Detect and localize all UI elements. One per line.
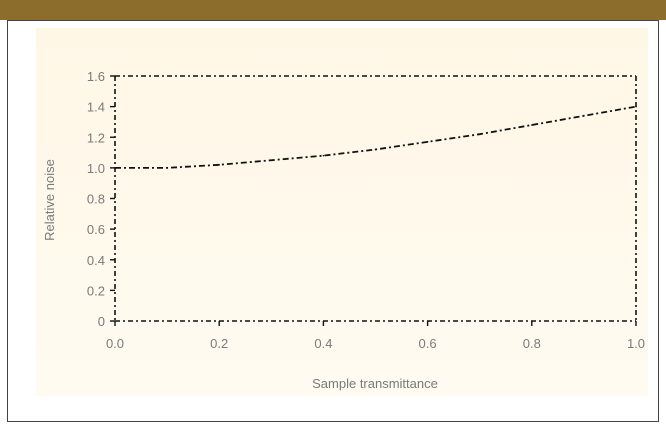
plot-axes: [114, 75, 637, 322]
x-tick-label: 0.0: [106, 336, 124, 351]
x-tick-label: 1.0: [627, 336, 645, 351]
y-tick-label: 1.4: [87, 100, 105, 115]
data-point: [374, 148, 377, 151]
x-tick-label: 0.8: [523, 336, 541, 351]
y-tick-label: 1.2: [87, 130, 105, 145]
y-tick-label: 1.6: [87, 69, 105, 84]
chart-background: [36, 28, 648, 396]
y-tick-label: 0.6: [87, 222, 105, 237]
data-point: [114, 167, 116, 169]
x-tick-label: 0.6: [419, 336, 437, 351]
data-point: [166, 167, 168, 169]
series-layer: [114, 105, 637, 169]
data-point: [583, 115, 585, 117]
y-axis-label: Relative noise: [42, 159, 57, 241]
y-tick-label: 1.0: [87, 161, 105, 176]
data-point: [635, 105, 637, 108]
top-accent-bar: [0, 0, 666, 20]
data-point: [322, 154, 325, 157]
y-tick-label: 0.2: [87, 283, 105, 298]
data-point: [270, 159, 273, 162]
x-tick-label: 0.4: [314, 336, 332, 351]
data-point: [531, 124, 533, 126]
y-tick-label: 0.4: [87, 253, 105, 268]
data-point: [426, 141, 429, 143]
data-point: [218, 164, 220, 166]
x-tick-label: 0.2: [210, 336, 228, 351]
data-point: [478, 133, 481, 135]
axis-ticks: 0.0 0.2 0.4 0.6 0.8 1.0 0 0.2 0.4 0.6 0.8 1.0 1.2 1.4…: [87, 69, 645, 351]
x-axis-label: Sample transmittance: [312, 376, 438, 391]
y-tick-label: 0: [98, 314, 105, 329]
y-tick-label: 0.8: [87, 192, 105, 207]
series-line: [115, 105, 637, 169]
